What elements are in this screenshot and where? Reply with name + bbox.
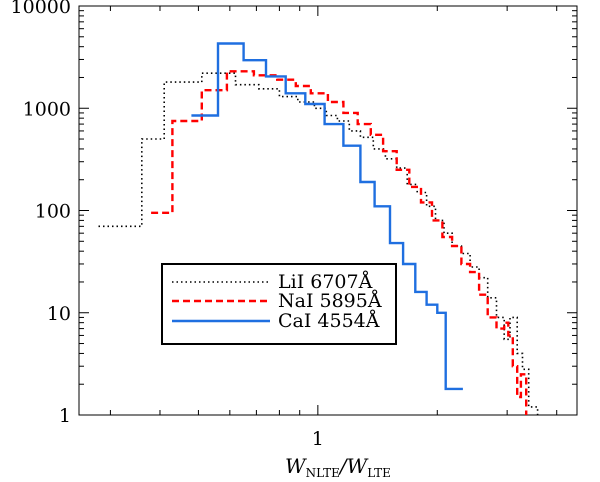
legend-label-ca: CaI 4554Å: [278, 310, 380, 332]
axis-ticks: [79, 5, 577, 416]
y-tick-label: 100: [35, 201, 71, 223]
y-tick-label: 10000: [11, 0, 71, 18]
tick-labels: 1 10 100 1000 10000 1: [11, 0, 324, 450]
x-axis-title: WNLTE/WLTE: [285, 454, 391, 480]
y-tick-label: 1: [59, 405, 71, 427]
x-title-sub1: NLTE: [306, 466, 340, 480]
legend-label-na: NaI 5895Å: [278, 290, 382, 312]
legend-box: [161, 263, 397, 345]
plot-frame: [78, 5, 578, 416]
x-title-w1: W: [285, 454, 307, 478]
series-line-na: [151, 70, 528, 415]
series-line-li: [98, 72, 539, 415]
x-title-w2: W: [347, 454, 369, 478]
series-layer: [98, 42, 539, 415]
x-tick-label: 1: [312, 428, 324, 450]
series-line-ca: [191, 42, 463, 391]
y-tick-label: 10: [47, 303, 71, 325]
legend: LiI 6707Å NaI 5895Å CaI 4554Å: [161, 263, 397, 345]
x-title-slash: /: [338, 454, 349, 478]
y-tick-label: 1000: [23, 98, 71, 120]
legend-label-li: LiI 6707Å: [278, 271, 373, 293]
x-title-sub2: LTE: [367, 466, 391, 480]
